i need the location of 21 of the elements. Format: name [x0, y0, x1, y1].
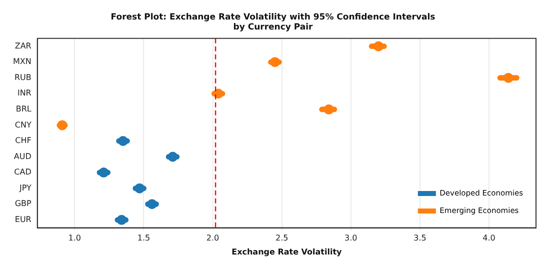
- x-tick-label: 2.5: [275, 234, 288, 243]
- y-tick-label: ZAR: [14, 41, 32, 50]
- y-tick-label: RUB: [14, 72, 32, 82]
- x-tick-label: 2.0: [206, 234, 220, 243]
- chart-title: Forest Plot: Exchange Rate Volatility with 95% Confidence Intervals by Currency Pair: [110, 12, 436, 33]
- y-tick-label: GBP: [14, 199, 32, 208]
- y-tick-label: EUR: [14, 214, 32, 224]
- y-tick-label: CAD: [14, 168, 32, 177]
- x-tick-label: 1.0: [68, 234, 82, 243]
- y-tick-label: JPY: [18, 183, 32, 192]
- y-tick-label: BRL: [16, 104, 32, 114]
- x-axis-title: Exchange Rate Volatility: [232, 247, 343, 256]
- y-tick-label: CNY: [14, 120, 32, 130]
- x-tick-label: 4.0: [482, 234, 496, 243]
- y-tick-label: INR: [17, 88, 32, 98]
- y-tick-label: MXN: [12, 57, 32, 66]
- y-tick-label: CHF: [15, 136, 32, 146]
- y-tick-label: AUD: [14, 152, 32, 161]
- x-tick-label: 3.5: [414, 234, 426, 243]
- x-tick-label: 3.0: [344, 234, 358, 243]
- x-tick-label: 1.5: [137, 234, 150, 243]
